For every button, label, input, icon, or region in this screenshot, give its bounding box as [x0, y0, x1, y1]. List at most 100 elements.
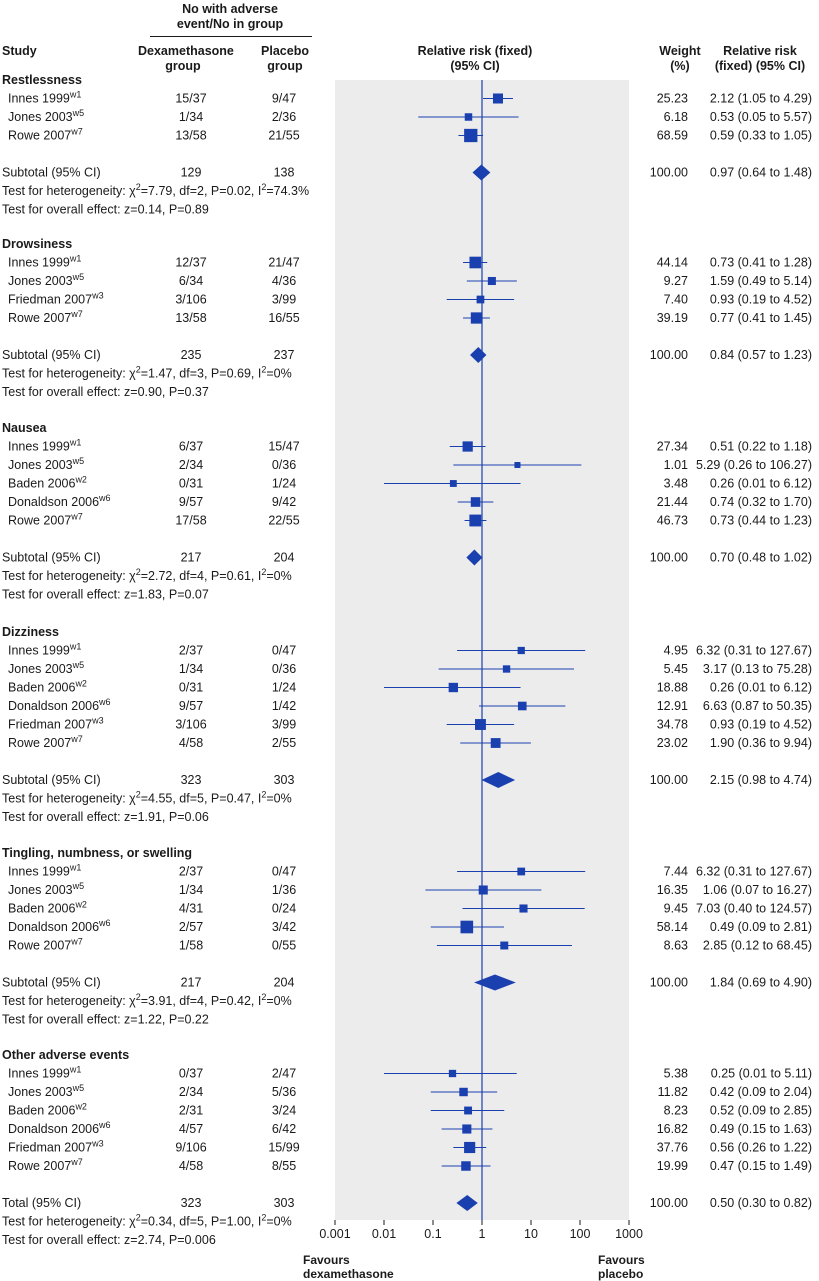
- study-name: Jones 2003w5: [8, 881, 84, 897]
- subtotal-relative-risk: 0.50 (0.30 to 0.82): [710, 1196, 812, 1210]
- placebo-count: 6/42: [272, 1122, 296, 1136]
- overall-effect-test: Test for overall effect: z=1.83, P=0.07: [2, 588, 209, 602]
- dexamethasone-count: 2/31: [179, 1104, 203, 1118]
- study-relative-risk: 0.93 (0.19 to 4.52): [710, 718, 812, 732]
- group-title-rule: [150, 36, 312, 37]
- group-column-title: No with adverse event/No in group: [176, 2, 284, 31]
- study-relative-risk: 1.90 (0.36 to 9.94): [710, 736, 812, 750]
- group-heading: Tingling, numbness, or swelling: [2, 846, 192, 860]
- overall-effect-test: Test for overall effect: z=0.90, P=0.37: [2, 385, 209, 399]
- dexamethasone-count: 1/58: [179, 939, 203, 953]
- placebo-count: 1/36: [272, 883, 296, 897]
- group-heading: Other adverse events: [2, 1048, 129, 1062]
- placebo-count: 21/47: [268, 256, 299, 270]
- study-name: Innes 1999w1: [8, 438, 81, 454]
- subtotal-label: Subtotal (95% CI): [2, 166, 101, 180]
- heterogeneity-test: Test for heterogeneity: χ2=3.91, df=4, P…: [2, 992, 292, 1008]
- pooled-diamond: [456, 1195, 478, 1211]
- overall-effect-test: Test for overall effect: z=1.91, P=0.06: [2, 810, 209, 824]
- study-weight: 11.82: [658, 1085, 688, 1099]
- dexamethasone-count: 6/34: [179, 274, 203, 288]
- study-weight: 21.44: [657, 495, 688, 509]
- subtotal-placebo: 204: [274, 976, 295, 990]
- study-name: Baden 2006w2: [8, 900, 87, 916]
- study-weight: 9.45: [664, 902, 688, 916]
- study-marker: [469, 514, 482, 527]
- subtotal-dexamethasone: 217: [181, 551, 202, 565]
- study-weight: 3.48: [664, 477, 688, 491]
- dexamethasone-count: 0/37: [179, 1067, 203, 1081]
- study-relative-risk: 0.73 (0.41 to 1.28): [710, 256, 812, 270]
- placebo-count: 4/36: [272, 274, 296, 288]
- study-weight: 6.18: [664, 110, 688, 124]
- study-name: Jones 2003w5: [8, 456, 84, 472]
- subtotal-weight: 100.00: [650, 551, 688, 565]
- placebo-count: 16/55: [268, 311, 299, 325]
- subtotal-weight: 100.00: [650, 976, 688, 990]
- study-relative-risk: 0.73 (0.44 to 1.23): [710, 514, 812, 528]
- subtotal-dexamethasone: 323: [181, 1196, 202, 1210]
- heterogeneity-test: Test for heterogeneity: χ2=7.79, df=2, P…: [2, 182, 309, 198]
- placebo-count: 1/42: [272, 699, 296, 713]
- study-name: Rowe 2007w7: [8, 937, 83, 953]
- placebo-count: 3/42: [272, 920, 296, 934]
- study-marker: [469, 256, 482, 269]
- study-marker: [478, 885, 488, 895]
- study-marker: [460, 920, 474, 934]
- placebo-count: 2/55: [272, 736, 296, 750]
- study-name: Donaldson 2006w6: [8, 918, 111, 934]
- study-marker: [517, 701, 527, 711]
- dexamethasone-count: 9/57: [179, 495, 203, 509]
- study-marker: [464, 113, 473, 121]
- study-weight: 7.40: [664, 293, 688, 307]
- study-name: Donaldson 2006w6: [8, 493, 111, 509]
- dexamethasone-count: 4/31: [179, 902, 203, 916]
- study-weight: 4.95: [664, 644, 688, 658]
- study-weight: 68.59: [657, 129, 688, 143]
- study-name: Jones 2003w5: [8, 108, 84, 124]
- study-weight: 44.14: [657, 256, 688, 270]
- study-relative-risk: 1.59 (0.49 to 5.14): [710, 274, 812, 288]
- dexamethasone-count: 13/58: [175, 129, 206, 143]
- subtotal-weight: 100.00: [650, 1196, 688, 1210]
- subtotal-relative-risk: 0.70 (0.48 to 1.02): [710, 551, 812, 565]
- subtotal-label: Subtotal (95% CI): [2, 551, 101, 565]
- study-weight: 12.91: [657, 699, 688, 713]
- placebo-count: 0/36: [272, 662, 296, 676]
- study-relative-risk: 7.03 (0.40 to 124.57): [696, 902, 812, 916]
- subtotal-weight: 100.00: [650, 348, 688, 362]
- subtotal-label: Total (95% CI): [2, 1196, 81, 1210]
- dexamethasone-count: 2/34: [179, 1085, 203, 1099]
- dexamethasone-count: 1/34: [179, 662, 203, 676]
- study-weight: 39.19: [657, 311, 688, 325]
- study-marker: [461, 1161, 471, 1171]
- study-marker: [492, 93, 504, 104]
- study-marker: [464, 1106, 473, 1115]
- study-weight: 25.23: [657, 92, 688, 106]
- x-axis-tick-label: 100: [570, 1227, 591, 1241]
- study-weight: 19.99: [657, 1159, 688, 1173]
- study-name: Friedman 2007w3: [8, 716, 104, 732]
- study-weight: 1.01: [664, 458, 688, 472]
- group-heading: Dizziness: [2, 625, 59, 639]
- placebo-count: 9/42: [272, 495, 296, 509]
- study-marker: [490, 738, 501, 748]
- study-name: Friedman 2007w3: [8, 1139, 104, 1155]
- study-name: Rowe 2007w7: [8, 734, 83, 750]
- subtotal-placebo: 303: [274, 1196, 295, 1210]
- x-axis-tick-label: 0.001: [319, 1227, 350, 1241]
- study-weight: 8.23: [664, 1104, 688, 1118]
- study-marker: [448, 682, 459, 693]
- study-name: Innes 1999w1: [8, 642, 81, 658]
- subtotal-relative-risk: 2.15 (0.98 to 4.74): [710, 773, 812, 787]
- dexamethasone-count: 2/37: [179, 644, 203, 658]
- study-name: Rowe 2007w7: [8, 1157, 83, 1173]
- group-heading: Nausea: [2, 421, 48, 435]
- overall-effect-test: Test for overall effect: z=2.74, P=0.006: [2, 1233, 216, 1247]
- study-name: Jones 2003w5: [8, 660, 84, 676]
- weight-column-header: Weight (%): [659, 44, 701, 73]
- study-name: Rowe 2007w7: [8, 512, 83, 528]
- study-name: Innes 1999w1: [8, 1065, 81, 1081]
- placebo-count: 5/36: [272, 1085, 296, 1099]
